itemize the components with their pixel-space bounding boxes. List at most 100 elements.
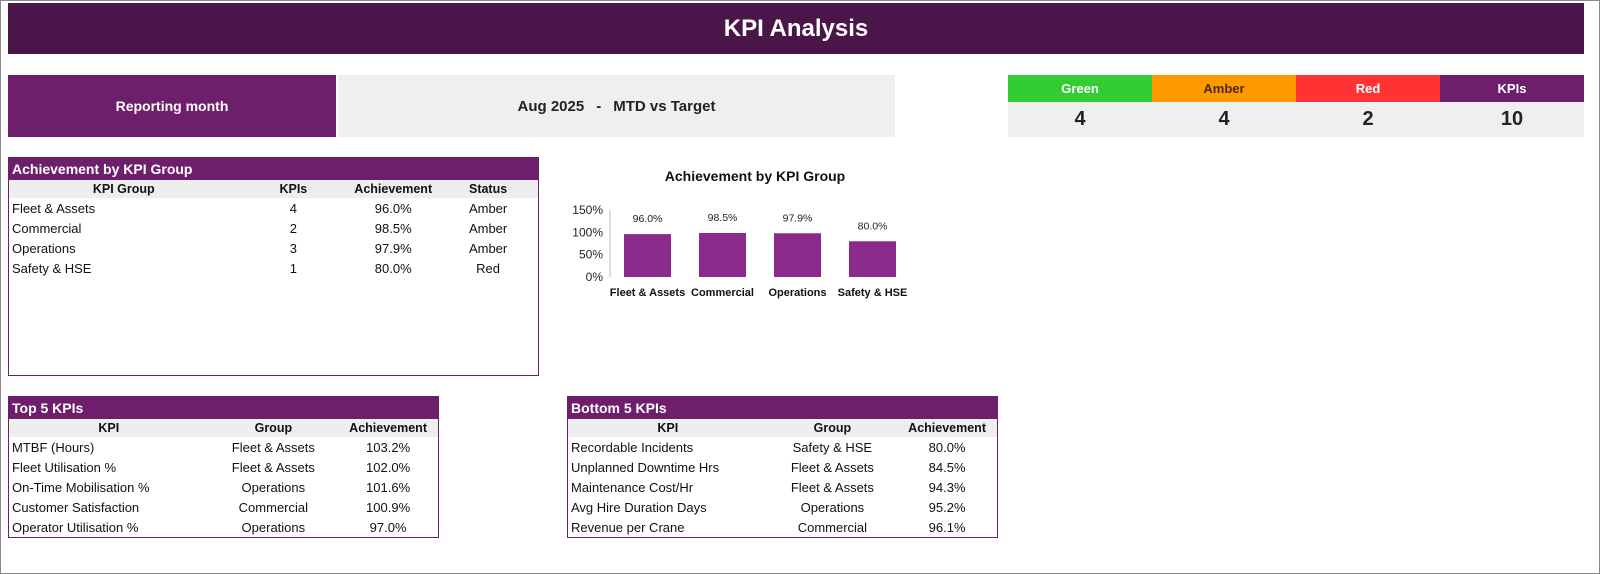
table-row[interactable]: Maintenance Cost/Hr Fleet & Assets 94.3% — [568, 477, 997, 497]
achievement-chart[interactable]: Achievement by KPI Group 0% 50% 100% 150% 96… — [565, 160, 945, 320]
cell-achievement: 98.5% — [374, 220, 412, 236]
column-header: KPI — [9, 419, 209, 437]
table-header-row: KPI Group KPIs Achievement Status — [9, 180, 538, 198]
cell-kpi: Maintenance Cost/Hr — [571, 479, 694, 495]
cell-kpi: Avg Hire Duration Days — [571, 499, 707, 515]
y-tick-label: 50% — [579, 248, 603, 262]
bottom5-panel: Bottom 5 KPIs KPI Group Achievement Reco… — [567, 396, 998, 538]
y-tick-label: 0% — [586, 270, 604, 284]
cell-group: Fleet & Assets — [790, 459, 874, 475]
summary-red: Red 2 — [1296, 75, 1440, 137]
cell-group: Operations — [800, 499, 865, 515]
table-row[interactable]: Fleet Utilisation % Fleet & Assets 102.0… — [9, 457, 438, 477]
bar — [849, 241, 896, 277]
summary-green: Green 4 — [1008, 75, 1152, 137]
cell-status: Amber — [468, 200, 508, 216]
cell-kpi: Unplanned Downtime Hrs — [571, 459, 720, 475]
page-title-text: KPI Analysis — [723, 14, 869, 42]
cell-achievement: 97.9% — [374, 240, 412, 256]
cell-group: Fleet & Assets — [12, 200, 96, 216]
column-header: Achievement — [348, 180, 439, 198]
table-row[interactable]: On-Time Mobilisation % Operations 101.6% — [9, 477, 438, 497]
cell-achievement: 96.0% — [374, 200, 412, 216]
table-row[interactable]: MTBF (Hours) Fleet & Assets 103.2% — [9, 437, 438, 457]
cell-achievement: 103.2% — [366, 439, 411, 455]
table-row[interactable]: Customer Satisfaction Commercial 100.9% — [9, 497, 438, 517]
reporting-month-label-text: Reporting month — [115, 98, 229, 114]
table-row[interactable]: Revenue per Crane Commercial 96.1% — [568, 517, 997, 537]
table-row[interactable]: Fleet & Assets 4 96.0% Amber — [9, 198, 538, 218]
column-header: Achievement — [338, 419, 438, 437]
cell-group: Fleet & Assets — [231, 439, 315, 455]
table-row[interactable]: Operations 3 97.9% Amber — [9, 238, 538, 258]
y-tick-label: 100% — [572, 225, 603, 239]
cell-status: Red — [476, 260, 501, 276]
table-row[interactable]: Operator Utilisation % Operations 97.0% — [9, 517, 438, 537]
summary-amber: Amber 4 — [1152, 75, 1296, 137]
bar — [774, 233, 821, 277]
cell-count: 2 — [289, 220, 297, 236]
column-header: Group — [767, 419, 898, 437]
cell-achievement: 97.0% — [369, 519, 407, 535]
bottom5-panel-title: Bottom 5 KPIs — [568, 397, 997, 419]
x-tick-label: Fleet & Assets — [610, 287, 685, 299]
cell-status: Amber — [468, 240, 508, 256]
data-label: 96.0% — [633, 213, 663, 225]
column-header: KPI Group — [9, 180, 239, 198]
table-row[interactable]: Unplanned Downtime Hrs Fleet & Assets 84… — [568, 457, 997, 477]
page-title: KPI Analysis — [8, 3, 1584, 54]
reporting-month-label: Reporting month — [8, 75, 336, 137]
top5-panel: Top 5 KPIs KPI Group Achievement MTBF (H… — [8, 396, 439, 538]
kpi-group-panel: Achievement by KPI Group KPI Group KPIs … — [8, 157, 539, 376]
cell-achievement: 102.0% — [366, 459, 411, 475]
chart-plot: 0% 50% 100% 150% 96.0% Fleet & Assets 98.5% Com… — [572, 203, 907, 299]
summary-kpis: KPIs 10 — [1440, 75, 1584, 137]
reporting-separator: - — [596, 97, 602, 115]
summary-amber-value: 4 — [1152, 102, 1296, 137]
reporting-month-value[interactable]: Aug 2025 - MTD vs Target — [338, 75, 895, 137]
reporting-mode: MTD vs Target — [613, 97, 716, 115]
top5-table: KPI Group Achievement MTBF (Hours) Fleet… — [9, 419, 438, 537]
table-header-row: KPI Group Achievement — [9, 419, 438, 437]
column-header: KPIs — [238, 180, 349, 198]
cell-achievement: 80.0% — [374, 260, 412, 276]
kpi-group-panel-title: Achievement by KPI Group — [9, 158, 538, 180]
cell-kpi: On-Time Mobilisation % — [12, 479, 150, 495]
cell-group: Fleet & Assets — [231, 459, 315, 475]
cell-group: Fleet & Assets — [790, 479, 874, 495]
cell-achievement: 94.3% — [928, 479, 966, 495]
data-label: 97.9% — [783, 212, 813, 224]
cell-count: 4 — [289, 200, 297, 216]
cell-status: Amber — [468, 220, 508, 236]
cell-achievement: 100.9% — [366, 499, 411, 515]
cell-achievement: 96.1% — [928, 519, 966, 535]
cell-group: Commercial — [797, 519, 868, 535]
summary-red-value: 2 — [1296, 102, 1440, 137]
table-row[interactable]: Safety & HSE 1 80.0% Red — [9, 258, 538, 278]
data-label: 98.5% — [708, 212, 738, 224]
cell-kpi: Revenue per Crane — [571, 519, 685, 535]
summary-red-label: Red — [1296, 75, 1440, 102]
chart-title: Achievement by KPI Group — [664, 168, 846, 184]
cell-count: 1 — [289, 260, 297, 276]
column-header: Achievement — [897, 419, 997, 437]
cell-kpi: Recordable Incidents — [571, 439, 694, 455]
status-summary: Green 4 Amber 4 Red 2 KPIs 10 — [1008, 75, 1584, 137]
table-row[interactable]: Avg Hire Duration Days Operations 95.2% — [568, 497, 997, 517]
cell-achievement: 84.5% — [928, 459, 966, 475]
bottom5-table: KPI Group Achievement Recordable Inciden… — [568, 419, 997, 537]
cell-achievement: 101.6% — [366, 479, 411, 495]
kpi-group-table: KPI Group KPIs Achievement Status Fleet … — [9, 180, 538, 278]
table-row[interactable]: Recordable Incidents Safety & HSE 80.0% — [568, 437, 997, 457]
table-row[interactable]: Commercial 2 98.5% Amber — [9, 218, 538, 238]
cell-kpi: Operator Utilisation % — [12, 519, 139, 535]
summary-amber-label: Amber — [1152, 75, 1296, 102]
cell-group: Operations — [241, 479, 306, 495]
cell-group: Commercial — [12, 220, 82, 236]
summary-green-label: Green — [1008, 75, 1152, 102]
summary-kpis-value: 10 — [1440, 102, 1584, 137]
top5-panel-title: Top 5 KPIs — [9, 397, 438, 419]
y-tick-label: 150% — [572, 203, 603, 217]
column-header: KPI — [568, 419, 768, 437]
data-label: 80.0% — [858, 220, 888, 232]
